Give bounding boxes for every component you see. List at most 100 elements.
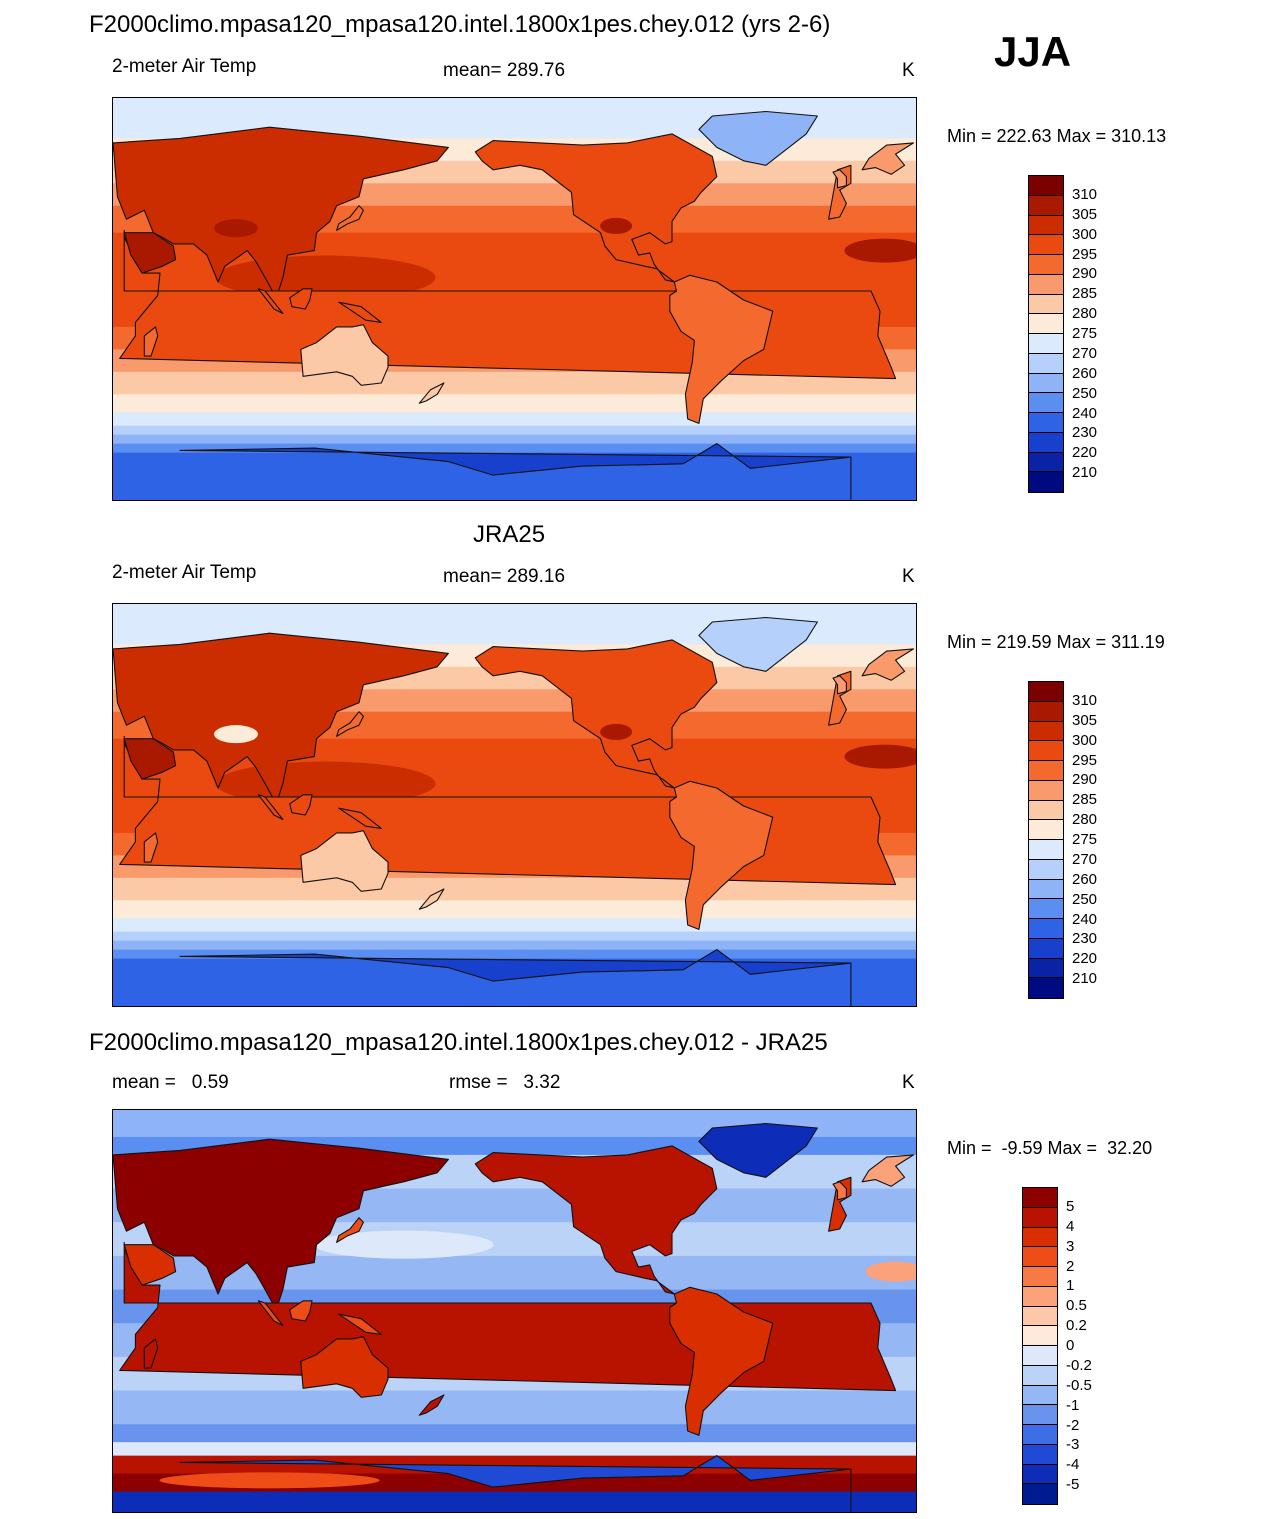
map-band [113, 918, 916, 933]
panel-obs-title: JRA25 [473, 521, 546, 548]
colorbar-swatch [1023, 1385, 1057, 1406]
landmass-scandinavia [861, 648, 915, 681]
colorbar-swatch [1023, 1207, 1057, 1228]
colorbar-tick-label: 275 [1072, 831, 1098, 848]
colorbar-swatch [1029, 334, 1063, 354]
colorbar-tick-label: 2 [1066, 1257, 1075, 1275]
colorbar-swatch [1029, 741, 1063, 761]
map-band [113, 900, 916, 919]
colorbar-swatch [1029, 780, 1063, 801]
landmass-australia [300, 830, 389, 892]
colorbar-swatch [1029, 761, 1063, 781]
colorbar-tick-label: 280 [1072, 811, 1098, 829]
panel-diff-mean-label: mean = 0.59 [112, 1072, 229, 1093]
panel-model-minmax-label: Min = 222.63 Max = 310.13 [947, 126, 1167, 146]
colorbar-tick-label: 280 [1072, 305, 1098, 323]
colorbar-swatch [1029, 859, 1063, 880]
map-band [113, 1390, 916, 1425]
landmass-arabia [123, 738, 177, 780]
map-band [113, 394, 916, 413]
colorbar-swatch [1023, 1267, 1057, 1287]
map-band [113, 1424, 916, 1443]
colorbar-swatch [1023, 1346, 1057, 1366]
map-band [113, 1442, 916, 1457]
colorbar-tick-label: 295 [1072, 751, 1098, 769]
landmass-scandinavia [861, 1154, 915, 1187]
landmass-uk [832, 675, 847, 695]
landmass-borneo [289, 1300, 313, 1322]
landmass-sumatra [257, 1300, 284, 1327]
colorbar-tick-label: 210 [1072, 970, 1098, 988]
colorbar-tick-label: 220 [1072, 444, 1098, 462]
colorbar-swatch [1029, 879, 1063, 900]
colorbar-tick-label: 285 [1072, 791, 1098, 809]
panel-obs-units-label: K [902, 566, 915, 587]
colorbar-swatch [1029, 413, 1063, 433]
colorbar-tick-label: 4 [1066, 1217, 1075, 1235]
panel-model-map [112, 97, 917, 501]
panel-obs-mean-label: mean= 289.16 [443, 566, 566, 587]
landmass-antarctica [179, 1455, 852, 1512]
colorbar-tick-label: -0.5 [1066, 1376, 1092, 1394]
colorbar-swatch [1023, 1484, 1057, 1504]
landmass-eurasia [113, 1138, 449, 1311]
landmass-namerica [474, 639, 718, 789]
colorbar-swatch [1029, 353, 1063, 374]
colorbar-tick-label: 275 [1072, 325, 1098, 342]
panel-diff-colorbar [1022, 1187, 1058, 1505]
panel-model-variable-label: 2-meter Air Temp [112, 56, 257, 77]
landmass-madagascar [143, 832, 159, 863]
landmass-greenland [698, 1122, 818, 1178]
landmass-australia [300, 324, 389, 386]
panel-model-title: F2000climo.mpasa120_mpasa120.intel.1800x… [89, 11, 831, 38]
sw-us-region [600, 217, 633, 234]
colorbar-swatch [1029, 393, 1063, 413]
colorbar-swatch [1029, 235, 1063, 255]
colorbar-swatch [1023, 1326, 1057, 1346]
landmass-namerica [474, 133, 718, 283]
map-band [113, 443, 916, 454]
colorbar-tick-label: -3 [1066, 1436, 1080, 1454]
landmass-japan [336, 205, 364, 231]
colorbar-swatch [1029, 919, 1063, 939]
landmass-samerica [669, 1286, 774, 1436]
landmass-newguinea [338, 301, 382, 323]
colorbar-tick-label: 295 [1072, 245, 1098, 263]
colorbar-tick-label: 305 [1072, 205, 1098, 223]
colorbar-tick-label: 230 [1072, 930, 1098, 948]
landmass-samerica [669, 274, 774, 424]
landmass-nzealand [418, 888, 445, 910]
sahara-anomaly [865, 1261, 916, 1282]
colorbar-swatch [1029, 432, 1063, 453]
colorbar-tick-label: 290 [1072, 265, 1098, 283]
panel-model-mean-label: mean= 289.76 [443, 60, 566, 81]
map-band [113, 940, 916, 951]
landmass-namerica [474, 1145, 718, 1295]
colorbar-swatch [1029, 472, 1063, 492]
colorbar-swatch [1029, 899, 1063, 919]
landmass-madagascar [143, 326, 159, 357]
colorbar-tick-label: 3 [1066, 1237, 1075, 1255]
landmass-sumatra [257, 794, 284, 821]
colorbar-tick-label: 210 [1072, 464, 1098, 482]
landmass-eurasia [113, 126, 449, 299]
landmass-scandinavia [861, 142, 915, 175]
panel-model-colorbar [1028, 175, 1064, 493]
panel-diff-map [112, 1109, 917, 1513]
panel-obs-map [112, 603, 917, 1007]
colorbar-tick-label: 300 [1072, 225, 1098, 243]
colorbar-swatch [1023, 1444, 1057, 1465]
colorbar-tick-label: -2 [1066, 1416, 1080, 1434]
map-band [113, 412, 916, 427]
neutral-anomaly [313, 1230, 494, 1259]
colorbar-swatch [1029, 820, 1063, 840]
colorbar-swatch [1029, 274, 1063, 295]
colorbar-tick-label: 250 [1072, 384, 1098, 402]
colorbar-swatch [1023, 1188, 1057, 1208]
colorbar-tick-label: 270 [1072, 344, 1098, 362]
landmass-australia [300, 1336, 389, 1398]
colorbar-swatch [1023, 1365, 1057, 1386]
landmass-uk [832, 1181, 847, 1201]
colorbar-swatch [1029, 195, 1063, 216]
map-band [113, 425, 916, 436]
